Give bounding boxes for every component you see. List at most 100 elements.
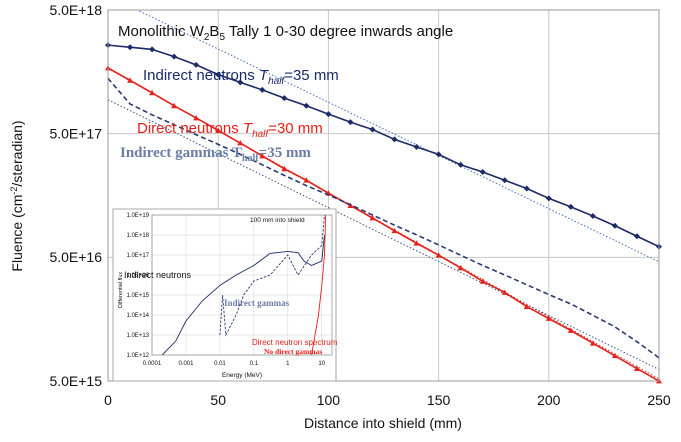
inset-frame [151,214,333,356]
data-point [259,152,266,159]
data-point [435,151,442,158]
inset-annotations: 100 mm into shield Energy (MeV) Differen… [118,214,338,379]
y-tick-label: 1.0E+18 [126,233,149,239]
series-line [219,215,325,337]
legend-part: Indirect neutrons [143,67,259,84]
data-point [567,327,574,333]
data-point [501,289,508,295]
data-point [215,71,222,78]
data-point [589,212,596,219]
y-tick-label: 1.0E+12 [126,353,149,359]
legend-sub: half [242,153,259,164]
legend-part: =35 mm [284,67,339,84]
x-tick-label: 50 [210,392,226,408]
title-part: Tally 1 0-30 degree inwards angle [225,23,453,40]
data-point [457,161,464,168]
inset-annotation: Indirect gammas [224,298,290,308]
data-point [369,214,376,221]
series-line [161,234,325,355]
data-point [435,252,442,258]
legend-part: T [232,145,242,161]
data-point [281,95,288,102]
inset-annotation: Direct neutron spectrum [252,338,338,347]
data-point [347,119,354,126]
main-annotations: Monolithic W2B5 Tally 1 0-30 degree inwa… [9,23,462,431]
data-point [413,144,420,151]
data-point [303,177,310,183]
x-tick-label: 0 [104,392,112,408]
legend-sub: half [268,76,285,87]
x-tick-label: 0.1 [250,361,259,367]
data-point [325,111,332,118]
y-tick-label: 1.0E+14 [126,313,149,319]
data-point [523,303,530,309]
data-point [259,86,266,93]
data-point [127,44,134,51]
legend-part: =30 mm [268,120,323,137]
data-point [611,222,618,229]
plot-frame [107,9,660,382]
data-point [633,233,640,240]
data-point [391,227,398,234]
data-point [237,140,244,146]
data-point [589,340,596,346]
data-point [457,264,464,271]
y-tick-label: 5.0E+16 [49,249,102,265]
data-point [545,195,552,202]
y-tick-label: 5.0E+17 [49,126,102,142]
legend-part: =35 mm [259,145,312,161]
chart-title: Monolithic W2B5 Tally 1 0-30 degree inwa… [118,23,453,43]
series-line [311,215,327,355]
data-point [633,365,640,371]
y-label-part: /steradian) [9,120,25,186]
data-point [149,89,156,96]
legend-part: T [259,67,270,84]
data-point [127,77,134,83]
data-point [479,278,486,284]
legend-part: Direct neutrons [137,120,243,137]
y-tick-label: 1.0E+13 [126,333,149,339]
data-point [171,102,178,109]
inset-annotation: No direct gammas [264,347,322,356]
x-tick-label: 0.01 [214,361,226,367]
x-tick-label: 1 [286,361,290,367]
data-point [303,102,310,109]
series-line [108,44,659,248]
y-label-part: Fluence (cm [9,195,25,272]
data-point [193,114,200,121]
fit-line [108,99,659,370]
series-line [108,77,659,359]
title-part: B [209,23,219,40]
data-point [281,165,288,172]
x-tick-label: 250 [647,392,671,408]
legend-label: Indirect neutrons Thalf=35 mm [143,67,339,87]
data-point [369,126,376,133]
inset-x-label: Energy (MeV) [222,372,262,379]
y-label-sup: -2 [9,187,19,195]
data-point [193,61,200,68]
legend-part: Indirect gammas [120,145,232,161]
data-point [171,53,178,60]
legend-sub: half [252,129,269,140]
x-tick-label: 0.0001 [143,361,162,367]
legend-label: Indirect gammas Thalf=35 mm [120,145,311,164]
data-point [215,127,222,133]
data-point [567,203,574,210]
y-tick-label: 1.0E+19 [126,213,149,219]
fit-line [136,10,659,263]
data-point [611,352,618,359]
y-tick-label: 1.0E+17 [126,253,149,259]
x-axis-label: Distance into shield (mm) [304,415,462,431]
title-sub: 2 [204,32,210,43]
y-tick-label: 5.0E+15 [49,373,102,389]
inset-y-label: Differential flux [118,272,124,309]
x-tick-label: 200 [537,392,561,408]
data-point [413,240,420,246]
legend-part: T [243,120,254,137]
data-point [501,177,508,184]
inset-title: 100 mm into shield [250,217,305,224]
data-point [545,315,552,321]
